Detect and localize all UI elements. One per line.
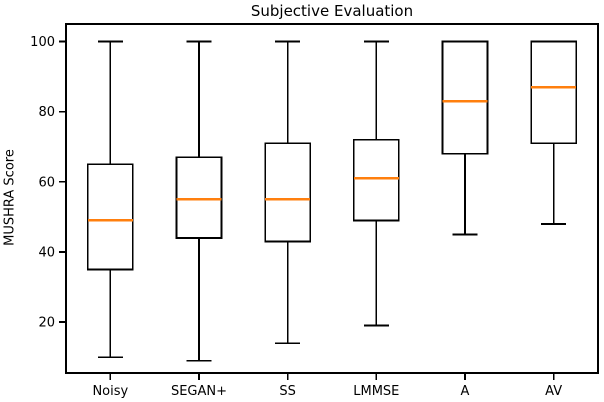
box-rect xyxy=(264,142,312,243)
box-rect xyxy=(352,138,400,222)
box-rect xyxy=(175,156,223,239)
y-tick-label: 60 xyxy=(38,175,55,190)
chart-title: Subjective Evaluation xyxy=(250,2,414,20)
box-group-segan xyxy=(175,40,223,362)
x-tick-label: SEGAN+ xyxy=(171,384,227,399)
y-tick-label: 100 xyxy=(30,35,55,50)
x-tick-label: LMMSE xyxy=(353,384,399,399)
box-rect xyxy=(441,40,489,155)
x-tick-label: SS xyxy=(279,384,296,399)
x-tick-label: AV xyxy=(545,384,562,399)
box-rect xyxy=(86,163,134,271)
box-group-noisy xyxy=(86,40,134,359)
x-tick-label: A xyxy=(461,384,470,399)
box-rect xyxy=(530,40,578,145)
plot-frame xyxy=(65,23,599,374)
y-tick-label: 20 xyxy=(38,316,55,331)
box-group-av xyxy=(530,40,578,225)
x-tick-label: Noisy xyxy=(92,384,128,399)
box-group-lmmse xyxy=(352,40,400,327)
box-group-a xyxy=(441,40,489,236)
box-group-ss xyxy=(264,40,312,345)
y-tick-label: 40 xyxy=(38,245,55,260)
y-tick-label: 80 xyxy=(38,105,55,120)
